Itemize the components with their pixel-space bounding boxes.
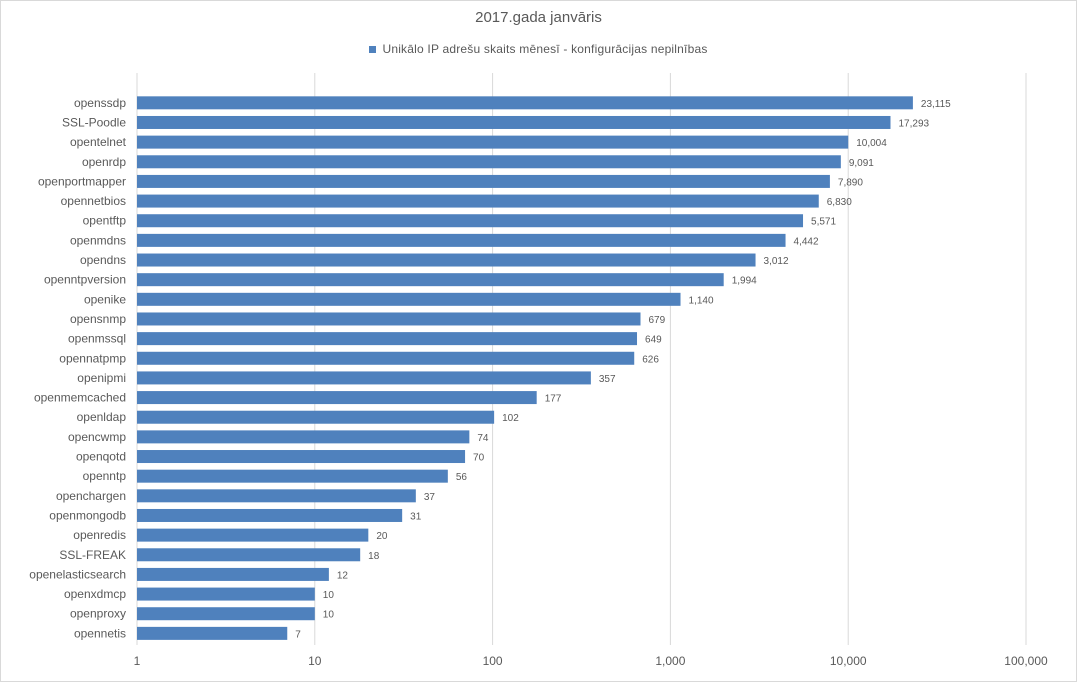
- category-label: openchargen: [56, 489, 126, 503]
- bar: [137, 587, 315, 601]
- bar: [137, 96, 913, 110]
- category-label: openxdmcp: [64, 587, 126, 601]
- data-label: 626: [642, 354, 659, 365]
- legend-swatch: [369, 45, 377, 53]
- category-label: openntp: [83, 469, 127, 483]
- category-label: openrdp: [82, 155, 126, 169]
- bar: [137, 115, 891, 129]
- bar: [137, 312, 641, 326]
- category-label: SSL-FREAK: [59, 548, 126, 562]
- bar: [137, 469, 448, 483]
- category-label: openmdns: [70, 233, 126, 247]
- legend-label: Unikālo IP adrešu skaits mēnesī - konfig…: [382, 42, 708, 56]
- category-label: openportmapper: [38, 174, 126, 188]
- category-label: openelasticsearch: [29, 567, 126, 581]
- data-label: 23,115: [921, 99, 951, 110]
- data-label: 70: [473, 453, 485, 464]
- x-tick-label: 1: [134, 654, 141, 668]
- data-label: 20: [376, 531, 388, 542]
- data-label: 56: [456, 472, 468, 483]
- data-label: 4,442: [794, 236, 819, 247]
- bar: [137, 253, 756, 267]
- category-label: openproxy: [70, 607, 126, 621]
- bar: [137, 214, 804, 228]
- bar: [137, 174, 830, 188]
- bar: [137, 607, 315, 621]
- data-label: 1,994: [732, 276, 757, 287]
- category-label: openmongodb: [49, 508, 126, 522]
- data-label: 177: [545, 394, 562, 405]
- data-label: 1,140: [689, 295, 714, 306]
- bar: [137, 567, 329, 581]
- data-label: 37: [424, 492, 436, 503]
- data-label: 3,012: [764, 256, 789, 267]
- data-label: 7,890: [838, 177, 863, 188]
- bar: [137, 233, 786, 247]
- data-label: 7: [295, 629, 301, 640]
- data-label: 10,004: [856, 138, 887, 149]
- category-label: opennetis: [74, 626, 126, 640]
- category-label: opendns: [80, 253, 126, 267]
- category-label: opennatpmp: [59, 351, 126, 365]
- data-label: 10: [323, 590, 335, 601]
- data-label: 5,571: [811, 217, 836, 228]
- bar: [137, 155, 841, 169]
- data-label: 102: [502, 413, 519, 424]
- bar: [137, 371, 591, 385]
- bar: [137, 410, 495, 424]
- category-label: opencwmp: [68, 430, 126, 444]
- x-tick-label: 10,000: [830, 654, 867, 668]
- category-label: SSL-Poodle: [62, 115, 126, 129]
- bar: [137, 194, 819, 208]
- x-tick-label: 1,000: [655, 654, 685, 668]
- category-label: openssdp: [74, 96, 126, 110]
- bar: [137, 528, 369, 542]
- data-label: 74: [477, 433, 489, 444]
- bar: [137, 489, 416, 503]
- category-label: openmemcached: [34, 391, 126, 405]
- bar: [137, 135, 849, 149]
- category-label: openntpversion: [44, 273, 126, 287]
- bar: [137, 332, 638, 346]
- category-label: opennetbios: [61, 194, 126, 208]
- data-label: 9,091: [849, 158, 874, 169]
- chart-legend: Unikālo IP adrešu skaits mēnesī - konfig…: [0, 42, 1077, 56]
- category-label: opensnmp: [70, 312, 126, 326]
- category-label: opentftp: [83, 214, 127, 228]
- category-label: openmssql: [68, 332, 126, 346]
- category-label: openldap: [77, 410, 127, 424]
- category-label: openredis: [73, 528, 126, 542]
- bar: [137, 292, 681, 306]
- data-label: 10: [323, 610, 335, 621]
- category-label: opentelnet: [70, 135, 127, 149]
- bar: [137, 508, 403, 522]
- bar: [137, 626, 288, 640]
- x-tick-label: 100: [483, 654, 503, 668]
- data-label: 357: [599, 374, 616, 385]
- bar: [137, 430, 470, 444]
- chart-title: 2017.gada janvāris: [475, 9, 602, 26]
- bar: [137, 548, 361, 562]
- data-label: 12: [337, 570, 349, 581]
- x-tick-label: 100,000: [1004, 654, 1048, 668]
- x-tick-label: 10: [308, 654, 322, 668]
- category-label: openqotd: [76, 450, 126, 464]
- data-label: 17,293: [898, 118, 929, 129]
- category-label: openipmi: [77, 371, 126, 385]
- bar: [137, 273, 724, 287]
- data-label: 679: [649, 315, 666, 326]
- category-label: openike: [84, 292, 126, 306]
- bar: [137, 391, 537, 405]
- data-label: 31: [410, 511, 422, 522]
- bar: [137, 351, 635, 365]
- data-label: 649: [645, 335, 662, 346]
- data-label: 6,830: [827, 197, 852, 208]
- bar: [137, 450, 466, 464]
- data-label: 18: [368, 551, 380, 562]
